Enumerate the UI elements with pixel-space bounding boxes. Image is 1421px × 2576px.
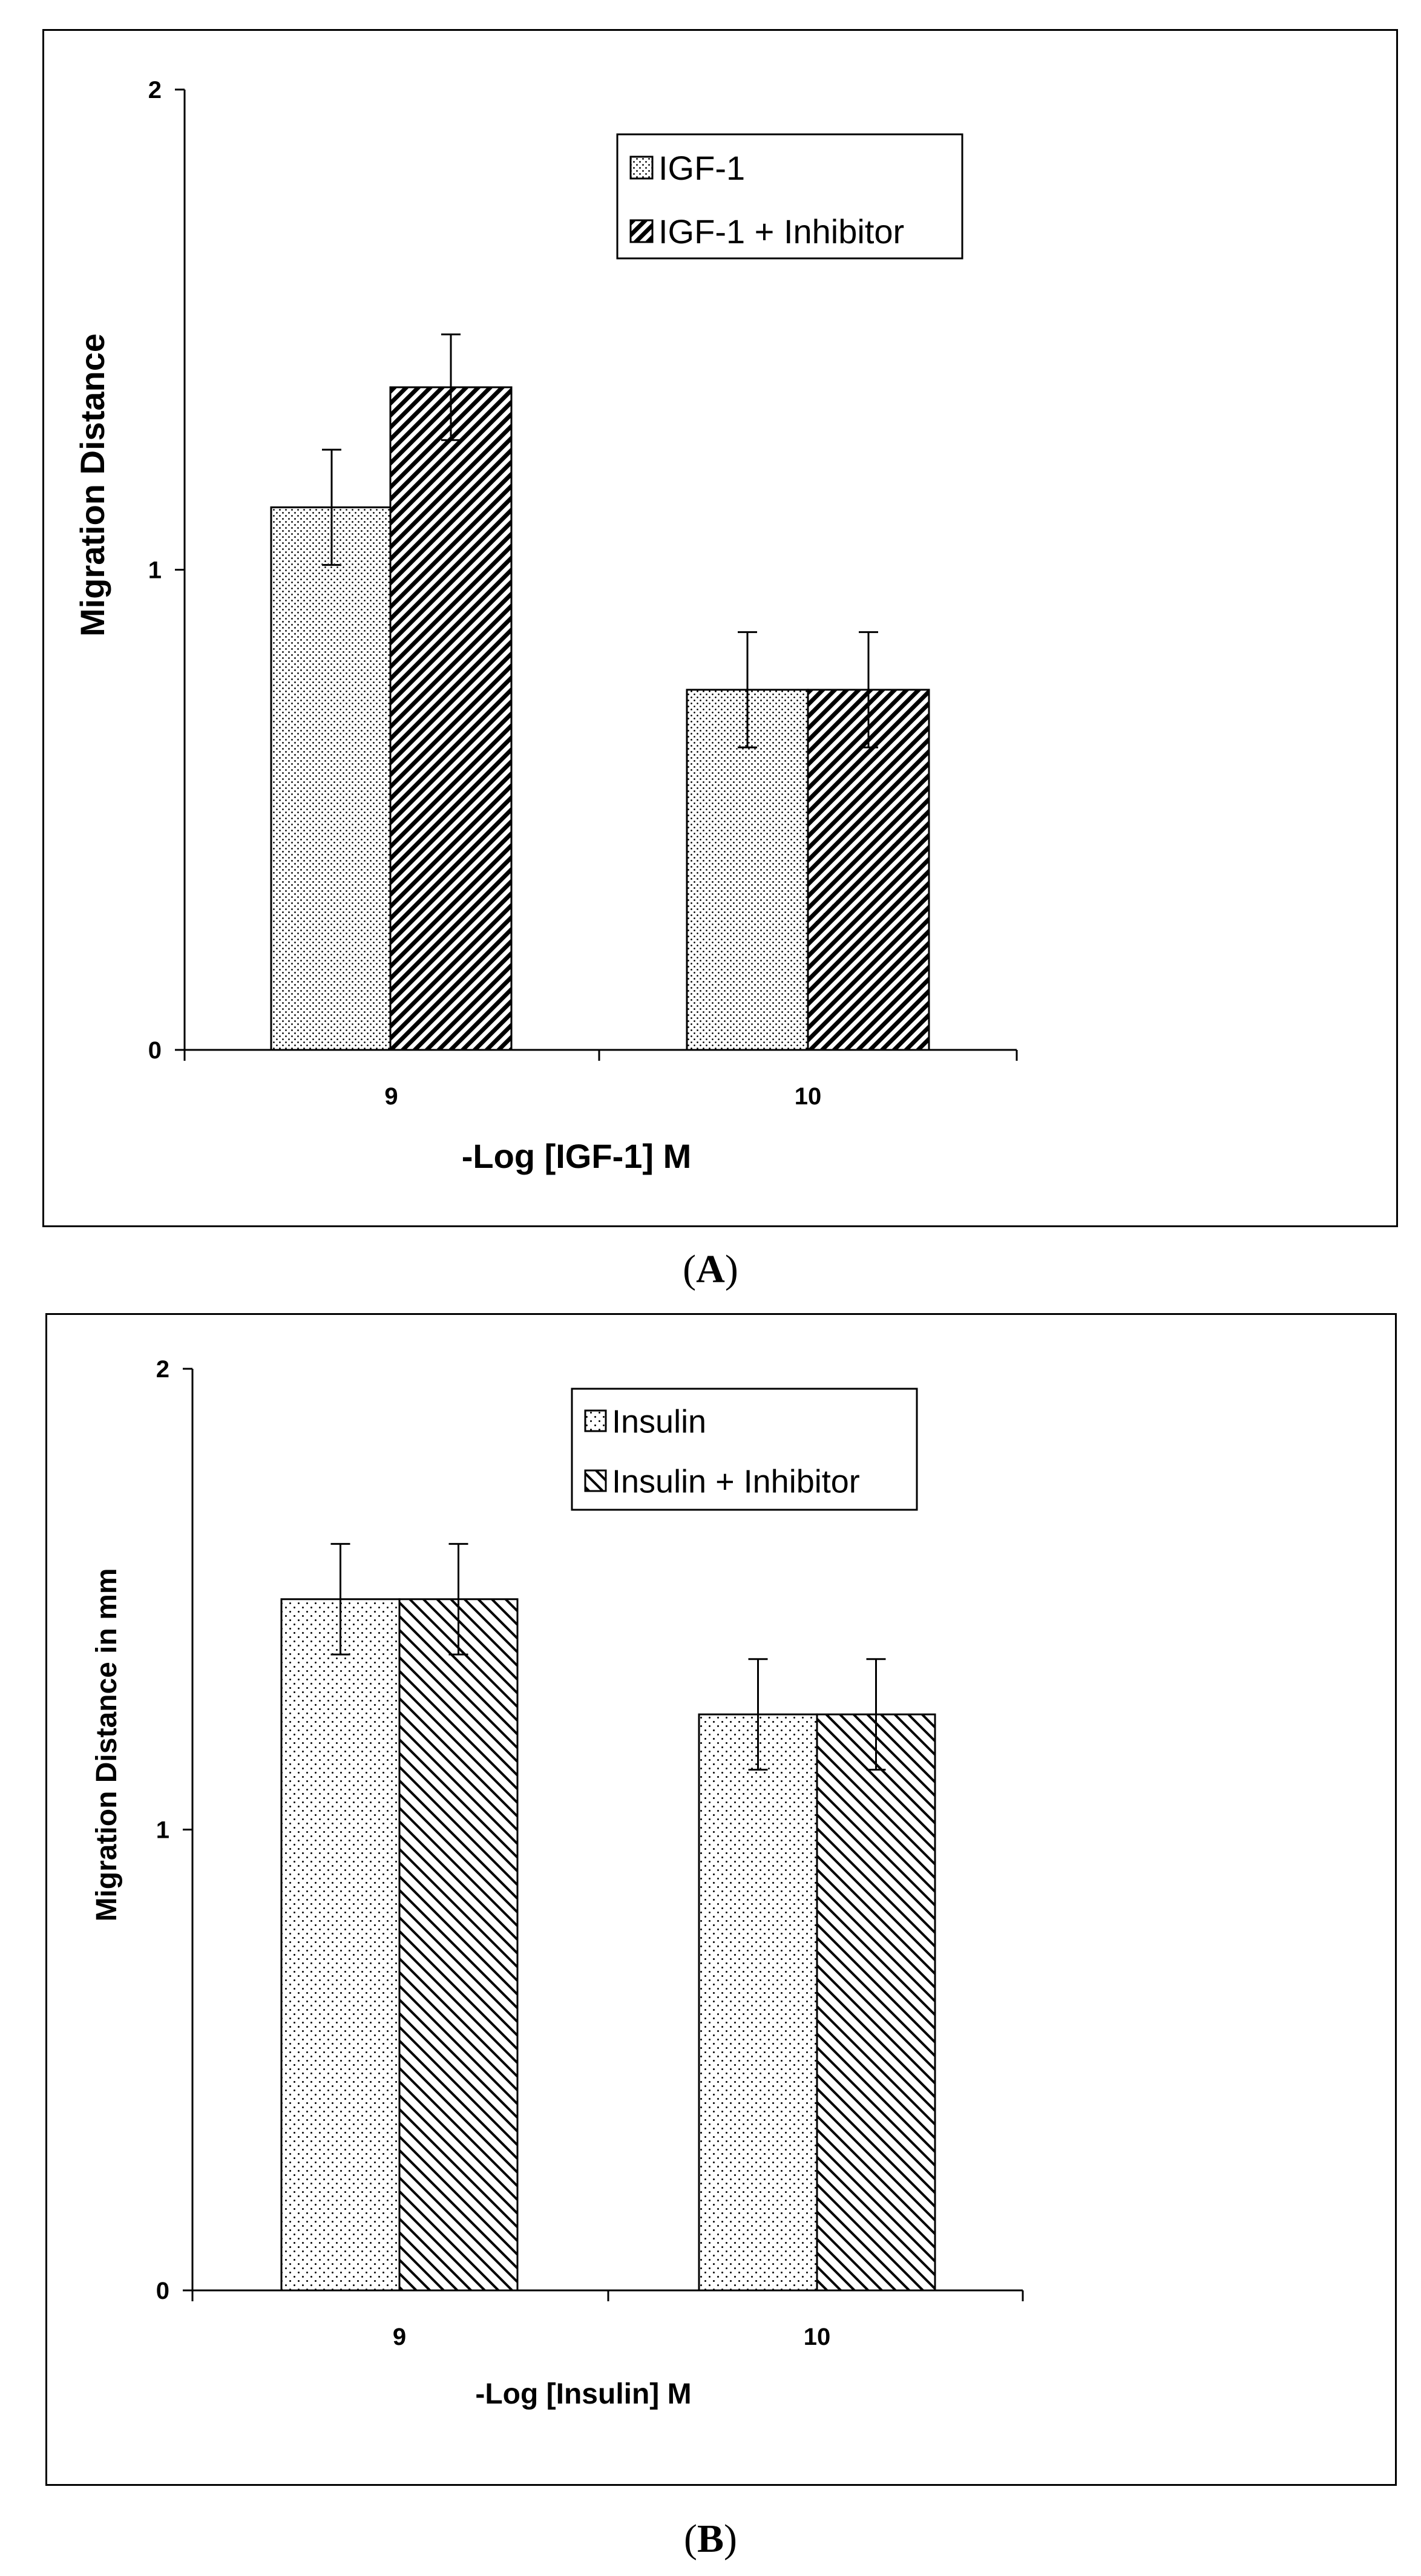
panel-a-caption-open: (: [683, 1247, 697, 1291]
panel-a-error-bar-2-9: [441, 333, 461, 441]
panel-a-legend-label-2: IGF-1 + Inhibitor: [658, 212, 904, 251]
panel-b-bar-1-10: [698, 1713, 818, 2292]
panel-b-error-bar-2-9: [448, 1542, 468, 1656]
panel-b-x-category-label-9: 9: [393, 2324, 406, 2350]
panel-a-legend-swatch-2: [629, 219, 654, 243]
panel-b-error-bar-2-10: [866, 1658, 886, 1771]
panel-a-x-category-label-10: 10: [795, 1083, 822, 1110]
panel-a-y-tick-label-2: 2: [148, 77, 162, 103]
panel-b-error-bar-1-9: [330, 1542, 350, 1656]
panel-b-legend: Insulin Insulin + Inhibitor: [571, 1388, 918, 1511]
panel-b-caption-open: (: [684, 2517, 697, 2561]
panel-b-legend-label-1: Insulin: [612, 1403, 706, 1440]
panel-b-y-axis-label: Migration Distance in mm: [91, 1568, 123, 1921]
chart-panel-a: 0 1 2 9 10 -Log [IGF-1] M Migration Distance IG…: [73, 77, 1018, 1175]
panel-a-error-bar-1-10: [738, 631, 757, 749]
panel-a-error-bar-2-10: [859, 631, 878, 749]
panel-a-legend: IGF-1 IGF-1 + Inhibitor: [616, 133, 963, 260]
panel-b-y-tick-label-1: 1: [156, 1817, 169, 1844]
panel-b-legend-swatch-1: [584, 1409, 607, 1432]
panel-a-error-bar-1-9: [322, 448, 341, 566]
panel-a-legend-label-1: IGF-1: [658, 149, 745, 187]
panel-a-x-category-label-9: 9: [384, 1083, 398, 1110]
panel-a-y-axis-label: Migration Distance: [73, 333, 111, 637]
panel-a-caption-close: ): [724, 1247, 738, 1291]
panel-b-y-tick-label-0: 0: [156, 2278, 169, 2304]
panel-a-legend-swatch-1: [629, 156, 654, 180]
panel-b-error-bar-1-10: [748, 1658, 768, 1771]
panel-a-x-axis-label: -Log [IGF-1] M: [462, 1137, 691, 1175]
panel-a-bar-2-9: [389, 386, 513, 1051]
panel-b-bar-2-10: [816, 1713, 936, 2292]
panel-a-caption: (A): [0, 1247, 1421, 1293]
panel-b-caption: (B): [0, 2516, 1421, 2562]
panel-b-legend-box: [571, 1388, 918, 1511]
panel-b-legend-swatch-2: [584, 1469, 607, 1492]
panel-b-x-axis-label: -Log [Insulin] M: [475, 2378, 691, 2410]
panel-b-legend-label-2: Insulin + Inhibitor: [612, 1463, 860, 1499]
panel-a-bar-2-10: [807, 689, 930, 1051]
panel-a-y-tick-label-1: 1: [148, 557, 162, 584]
panel-a-bar-1-9: [270, 506, 393, 1051]
panel-b-caption-close: ): [724, 2517, 737, 2561]
panel-b-bar-2-9: [398, 1598, 519, 2292]
panel-a-bar-1-10: [686, 689, 809, 1051]
panel-b-x-category-label-10: 10: [804, 2324, 831, 2350]
panel-a-legend-box: [616, 133, 963, 260]
panel-a-y-tick-label-0: 0: [148, 1037, 162, 1064]
panel-b-y-tick-label-2: 2: [156, 1356, 169, 1383]
panel-b-caption-letter: B: [697, 2517, 724, 2561]
chart-panel-b: 0 1 2 9 10 -Log [Insulin] M Migration Distance…: [91, 1356, 1024, 2410]
panel-b-bar-1-9: [280, 1598, 401, 2292]
panel-a-caption-letter: A: [696, 1247, 725, 1291]
